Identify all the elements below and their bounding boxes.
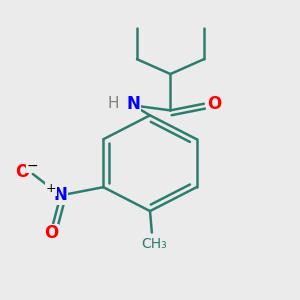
Text: O: O (207, 95, 221, 113)
Text: +: + (46, 182, 57, 195)
Text: O: O (44, 224, 58, 242)
Text: N: N (126, 95, 140, 113)
Text: −: − (26, 159, 38, 173)
Text: N: N (54, 186, 68, 204)
Text: O: O (15, 163, 29, 181)
Text: H: H (107, 96, 118, 111)
Text: CH₃: CH₃ (141, 237, 166, 251)
